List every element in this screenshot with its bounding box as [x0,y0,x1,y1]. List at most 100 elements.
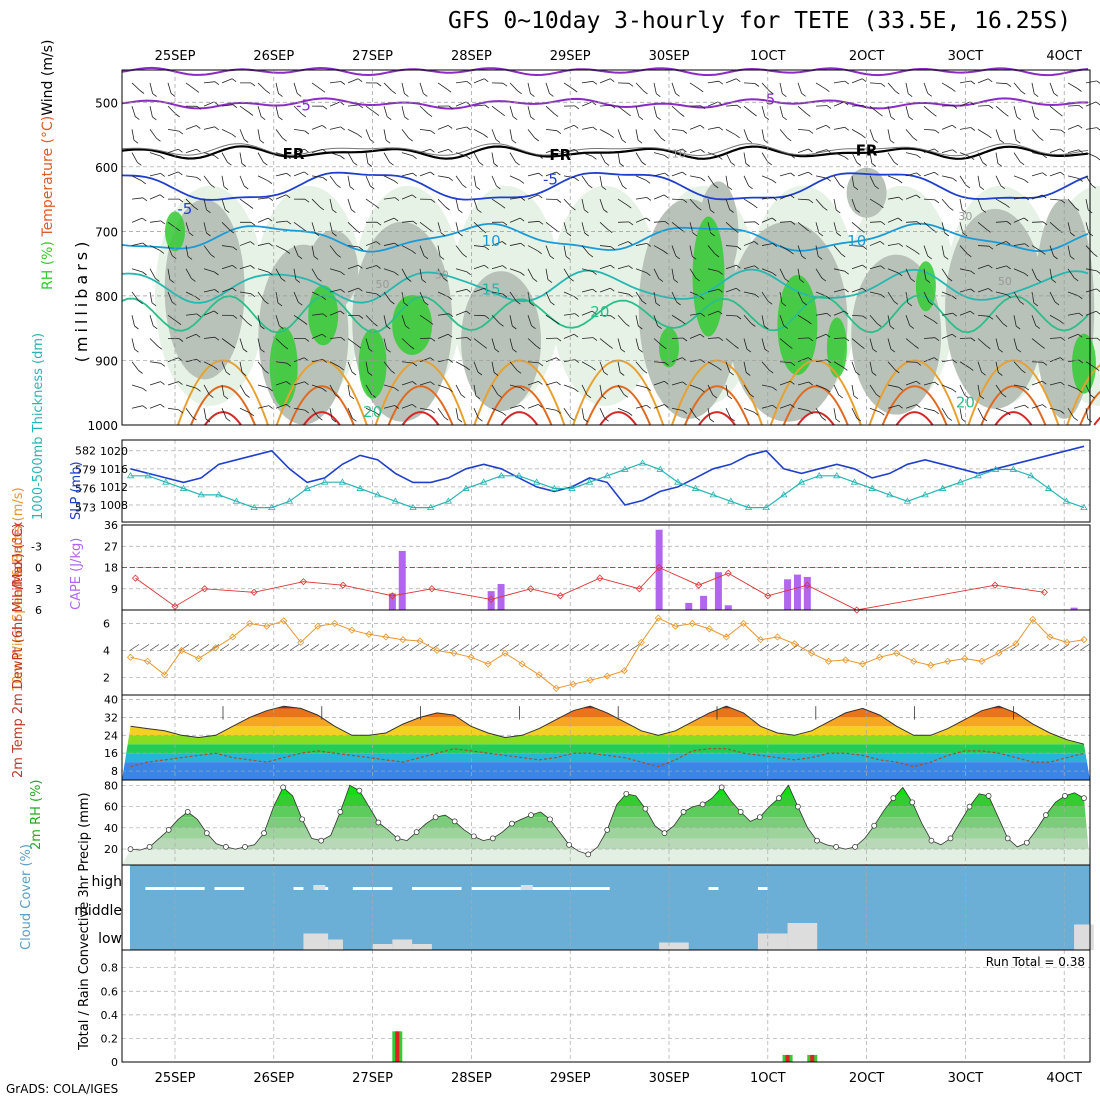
wind-barb-flag [475,186,481,191]
wind-barb-flag [440,232,446,237]
wind-speed-point [161,671,169,679]
wind-barb-flag [339,366,344,371]
wind-barb [455,126,467,130]
wind-barb-flag [247,322,253,327]
wind-barb-flag [1053,92,1059,97]
wind-barb [833,288,845,293]
wind-barb-flag [681,357,687,361]
wind-barb-flag [735,134,740,139]
wind-barb [473,78,485,84]
wind-barb [257,129,261,141]
wind-speed-point [603,672,611,680]
wind-barb [995,198,1006,205]
lifted-index-point [803,581,811,589]
wind-barb-flag [386,325,391,330]
wind-barb-flag [843,310,849,315]
wind-barb-flag [1077,88,1082,92]
temp-contour-15 [121,268,1089,304]
wind-barb-flag [151,302,157,307]
thickness-point [744,503,753,511]
wind-barb-10m [859,644,870,651]
wind-barb [383,384,395,389]
cape-ylabel: CAPE (J/kg) [69,538,84,610]
wind-barb [761,152,769,163]
wind-barb-flag [574,359,580,363]
wind-barb-flag [638,325,643,330]
wind-barb-flag [159,194,165,199]
wind-barb-flag [549,255,555,260]
wind-barb-flag [196,177,202,181]
lifted-index-point [655,563,663,572]
precip-convective-bar [395,1031,400,1062]
wind-barb-flag [771,217,777,222]
wind-barb [815,198,824,208]
wind-barb-flag [948,207,954,211]
wind-barb [833,310,845,316]
wind-barb [419,357,431,363]
lifted-index-point [724,569,732,577]
cloud-ylabel: Cloud Cover (%) [19,844,34,950]
wind-barb [401,172,413,177]
pressure-tick-label: 900 [95,354,118,368]
wind-barb-flag [727,186,733,191]
temp-contour-25 [473,359,566,426]
wind-barb-flag [430,337,436,342]
wind-barb-flag [839,184,845,189]
wind-barb-10m [209,644,220,651]
wind-barb-flag [1078,295,1083,300]
wind-barb [509,384,521,389]
temp-contour-35 [895,411,934,426]
wind-barb-flag [394,405,399,409]
wind-barb [167,314,178,323]
wind-barb-flag [664,404,669,408]
wind-barb-10m [539,644,550,651]
wind-barb [383,106,388,117]
wind-speed-line [130,617,1085,689]
wind-barb-flag [646,404,651,409]
temp-contour-25 [1066,364,1100,426]
wind-barb [959,199,963,210]
thickness-tick-label: 582 [75,444,96,457]
wind-barb [671,82,676,94]
wind-barb-flag [1077,389,1083,393]
wind-barb-flag [1042,154,1048,159]
rh-tick-label: 40 [104,822,118,835]
wind-barb-flag [768,369,774,374]
high-cloud-block [313,885,326,890]
wind-barb [455,268,467,273]
wind-barb [347,198,352,210]
wind-barb [779,361,792,363]
wind-barb [743,315,752,324]
lifted-index-point [299,578,308,586]
wind-barb-flag [428,321,434,325]
wind-barb [401,220,413,223]
rh-point [642,805,649,812]
wind-barb-flag [138,370,143,374]
wind-barb [257,291,265,302]
wind-barb [797,82,802,94]
wind-barb [995,152,999,164]
wind-speed-point [944,657,952,665]
wind-barb-flag [623,393,629,398]
wind-barb [905,106,910,117]
wind-barb [527,129,536,139]
wind-barb-flag [556,171,561,176]
wind-barb [941,384,953,390]
wind-barb-10m [159,644,170,651]
lifted-ylabel: Lifted Index [11,521,26,598]
wind-barb [653,194,665,200]
wind-barb-flag [210,254,215,258]
wind-barb [311,245,315,257]
thickness-point [497,472,506,479]
wind-barb-flag [286,362,292,367]
wind-barb-flag [879,241,885,245]
rh-ylabel: 2m RH (%) [29,779,44,850]
wind-barb-10m [579,644,590,651]
wind-barb [203,198,207,210]
wind-barb [221,287,233,293]
wind-barb [797,381,809,386]
wind-barb [1049,148,1061,153]
wind-barb [779,221,792,223]
thickness-point [797,478,806,485]
